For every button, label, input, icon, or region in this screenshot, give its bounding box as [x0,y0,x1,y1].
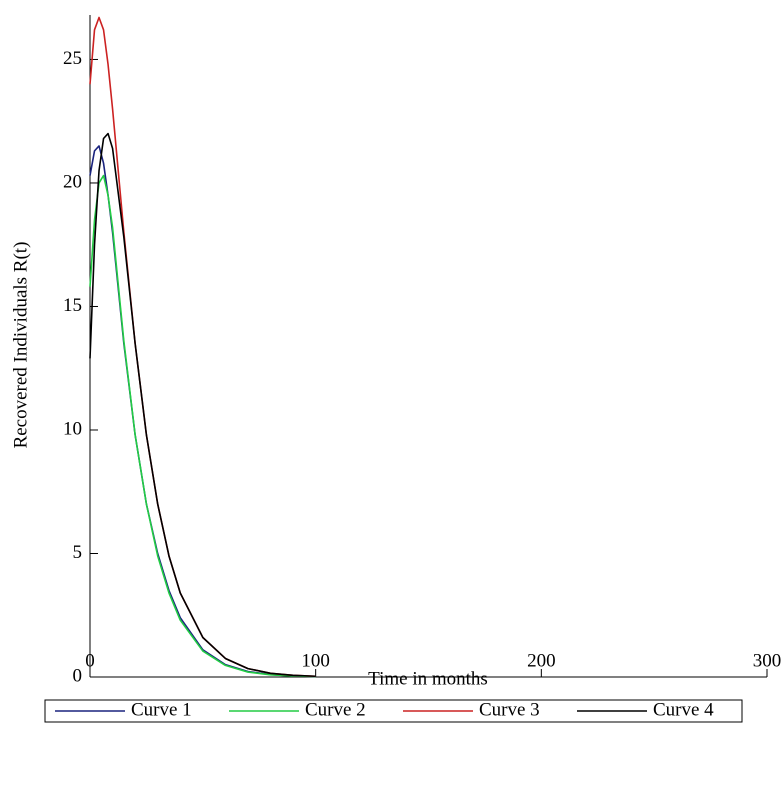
x-tick-label: 100 [301,650,330,671]
legend-label: Curve 2 [305,699,366,720]
legend-label: Curve 4 [653,699,714,720]
x-tick-label: 300 [753,650,781,671]
y-tick-label: 10 [63,418,82,439]
legend-box [44,699,743,723]
x-tick-label: 0 [85,650,95,671]
y-tick-label: 0 [73,665,83,686]
curve [89,174,316,678]
x-tick-label: 200 [527,650,556,671]
y-tick-label: 25 [63,48,82,69]
y-tick-label: 20 [63,171,82,192]
curve [89,132,316,678]
y-tick-label: 15 [63,295,82,316]
x-axis-label: Time in months [368,668,488,689]
legend-label: Curve 1 [131,699,192,720]
legend-label: Curve 3 [479,699,540,720]
y-axis-label: Recovered Individuals R(t) [10,242,31,449]
y-tick-label: 5 [73,542,83,563]
